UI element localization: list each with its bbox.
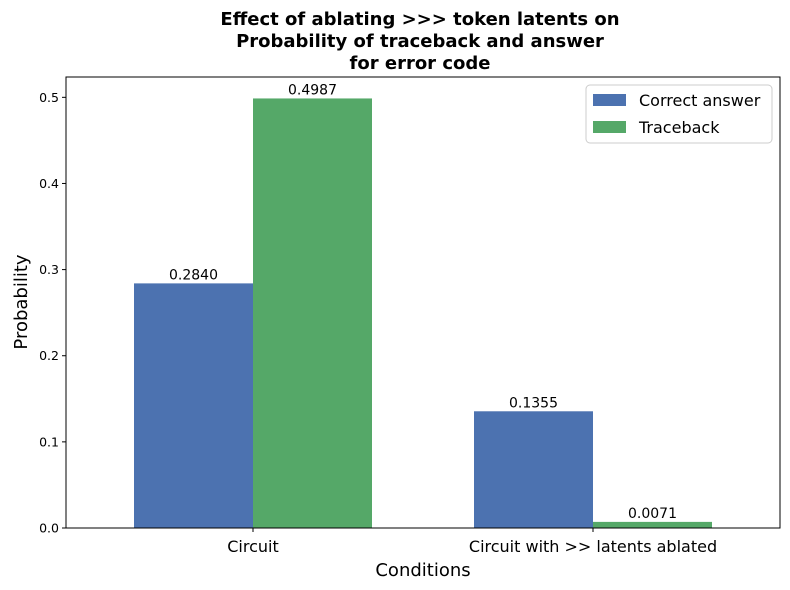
y-tick-label: 0.4	[39, 176, 59, 191]
bars-group	[134, 98, 712, 528]
data-label-traceback-0: 0.4987	[288, 82, 337, 98]
x-axis: Circuit Circuit with >> latents ablated	[227, 528, 717, 556]
bar-correct-answer-1	[474, 411, 593, 528]
y-tick-label: 0.0	[39, 521, 59, 536]
legend: Correct answer Traceback	[585, 84, 773, 144]
bar-traceback-0	[253, 98, 372, 528]
legend-label-traceback: Traceback	[638, 118, 720, 137]
data-label-traceback-1: 0.0071	[628, 506, 677, 522]
chart-title: Effect of ablating >>> token latents on …	[220, 9, 619, 74]
legend-swatch-correct-answer	[593, 94, 626, 106]
x-axis-label: Conditions	[375, 560, 470, 581]
chart-title-line-2: Probability of traceback and answer	[236, 31, 604, 52]
y-tick-label: 0.1	[39, 434, 59, 449]
data-label-correct-answer-0: 0.2840	[169, 267, 218, 283]
x-tick-label: Circuit with >> latents ablated	[469, 537, 717, 556]
y-tick-label: 0.2	[39, 348, 59, 363]
x-tick-label: Circuit	[227, 537, 279, 556]
legend-swatch-traceback	[593, 121, 626, 133]
bar-correct-answer-0	[134, 283, 253, 528]
plot-frame	[65, 76, 781, 529]
bar-traceback-1	[593, 521, 712, 528]
y-axis-label: Probability	[11, 254, 32, 349]
legend-frame	[585, 84, 773, 144]
y-tick-label: 0.3	[39, 262, 59, 277]
data-label-correct-answer-1: 0.1355	[509, 395, 558, 411]
chart-title-line-1: Effect of ablating >>> token latents on	[220, 9, 619, 30]
legend-label-correct-answer: Correct answer	[639, 91, 761, 110]
chart-title-line-3: for error code	[350, 53, 491, 74]
y-axis: 0.0 0.1 0.2 0.3 0.4 0.5	[39, 90, 66, 536]
y-tick-label: 0.5	[39, 90, 59, 105]
data-labels-group: 0.2840 0.1355 0.4987 0.0071	[169, 82, 677, 521]
